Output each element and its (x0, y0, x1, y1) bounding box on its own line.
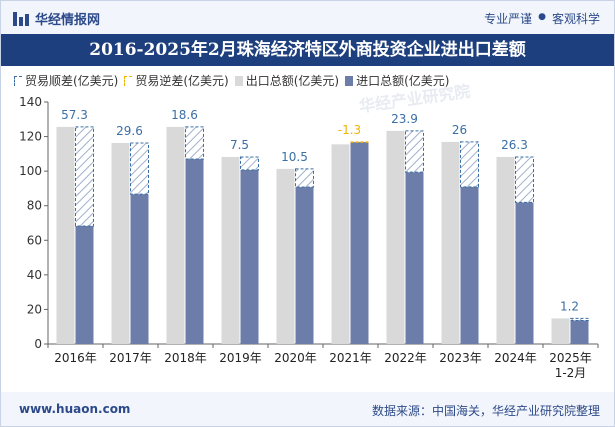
y-tick-label: 20 (27, 302, 42, 316)
surplus-bar (130, 142, 149, 195)
surplus-bar (75, 126, 94, 227)
logo-text: 华经情报网 (35, 13, 101, 28)
legend-swatch-export (234, 75, 243, 86)
x-tick-label: 2025年 (549, 351, 592, 365)
import-bar (405, 172, 424, 344)
export-bar (166, 126, 185, 345)
legend-item-deficit: 贸易逆差(亿美元) (124, 72, 229, 89)
top-bar: 华经情报网 专业严谨 ● 客观科学 (1, 1, 614, 31)
logo-bars-icon (13, 11, 29, 26)
export-bar (111, 142, 130, 344)
import-bar (350, 142, 369, 344)
surplus-value-label: 10.5 (281, 150, 308, 164)
export-bar (276, 168, 295, 344)
tag-objective: 客观科学 (551, 12, 600, 26)
legend-swatch-import (345, 75, 354, 86)
surplus-bar (405, 130, 424, 173)
footer-source: 数据来源：中国海关，华经产业研究院整理 (371, 404, 600, 418)
import-bar (185, 159, 204, 344)
legend-swatch-surplus (14, 75, 22, 86)
surplus-value-label: 26.3 (501, 138, 528, 152)
import-bar (240, 169, 259, 344)
export-bar (441, 141, 460, 344)
surplus-value-label: 23.9 (391, 112, 418, 126)
export-bar (551, 318, 570, 344)
surplus-value-label: 1.2 (560, 299, 579, 313)
legend-label-deficit: 贸易逆差(亿美元) (135, 74, 229, 88)
y-tick-label: 40 (27, 268, 42, 282)
deficit-value-label: -1.3 (338, 123, 361, 137)
surplus-bar (570, 317, 589, 321)
legend-item-export: 出口总额(亿美元) (234, 72, 340, 89)
legend-label-import: 进口总额(亿美元) (356, 74, 450, 88)
tag-separator: ● (538, 12, 546, 22)
x-tick-label: 2021年 (329, 351, 372, 365)
surplus-value-label: 7.5 (230, 138, 249, 152)
legend-label-export: 出口总额(亿美元) (245, 74, 340, 88)
x-tick-label: 2017年 (109, 351, 152, 365)
x-tick-label: 2016年 (54, 351, 97, 365)
import-bar (460, 186, 479, 344)
y-tick-label: 80 (27, 199, 42, 213)
surplus-value-label: 57.3 (61, 108, 88, 122)
watermark: 华经产业研究院 (358, 82, 472, 116)
export-bar (56, 126, 75, 345)
x-tick-label: 2018年 (164, 351, 207, 365)
surplus-bar (515, 156, 534, 203)
y-tick-label: 100 (19, 164, 42, 178)
x-tick-label: 2019年 (219, 351, 262, 365)
legend: 贸易顺差(亿美元) 贸易逆差(亿美元) 出口总额(亿美元) 进口总额(亿美元) (14, 72, 450, 89)
x-tick-label: 2020年 (274, 351, 317, 365)
export-bar (386, 130, 405, 344)
y-tick-label: 120 (19, 130, 42, 144)
surplus-bar (295, 168, 314, 188)
y-tick-label: 60 (27, 233, 42, 247)
import-bar (130, 194, 149, 344)
import-bar (570, 320, 589, 344)
footer: www.huaon.com 数据来源：中国海关，华经产业研究院整理 (1, 392, 614, 425)
legend-label-surplus: 贸易顺差(亿美元) (25, 74, 119, 88)
surplus-value-label: 29.6 (116, 124, 143, 138)
import-bar (515, 202, 534, 344)
surplus-bar (240, 156, 259, 171)
surplus-bar (460, 141, 479, 188)
x-tick-label: 2024年 (494, 351, 537, 365)
surplus-value-label: 26 (452, 123, 467, 137)
legend-item-surplus: 贸易顺差(亿美元) (14, 72, 118, 89)
legend-item-import: 进口总额(亿美元) (345, 72, 450, 89)
x-tick-label: 1-2月 (555, 366, 587, 380)
header-tags: 专业严谨 ● 客观科学 (484, 10, 600, 27)
surplus-bar (185, 126, 204, 160)
y-tick-label: 0 (34, 337, 42, 351)
brand-logo[interactable]: 华经情报网 (13, 9, 100, 28)
import-bar (75, 225, 94, 344)
import-bar (295, 187, 314, 344)
y-tick-label: 140 (19, 95, 42, 109)
x-tick-label: 2023年 (439, 351, 482, 365)
surplus-value-label: 18.6 (171, 108, 198, 122)
export-bar (496, 156, 515, 344)
legend-swatch-deficit (124, 75, 133, 86)
export-bar (221, 156, 240, 344)
chart-title: 2016-2025年2月珠海经济特区外商投资企业进出口差额 (1, 34, 614, 66)
x-tick-label: 2022年 (384, 351, 427, 365)
tag-professional: 专业严谨 (484, 12, 533, 26)
export-bar (331, 144, 350, 344)
footer-site-link[interactable]: www.huaon.com (19, 402, 131, 416)
